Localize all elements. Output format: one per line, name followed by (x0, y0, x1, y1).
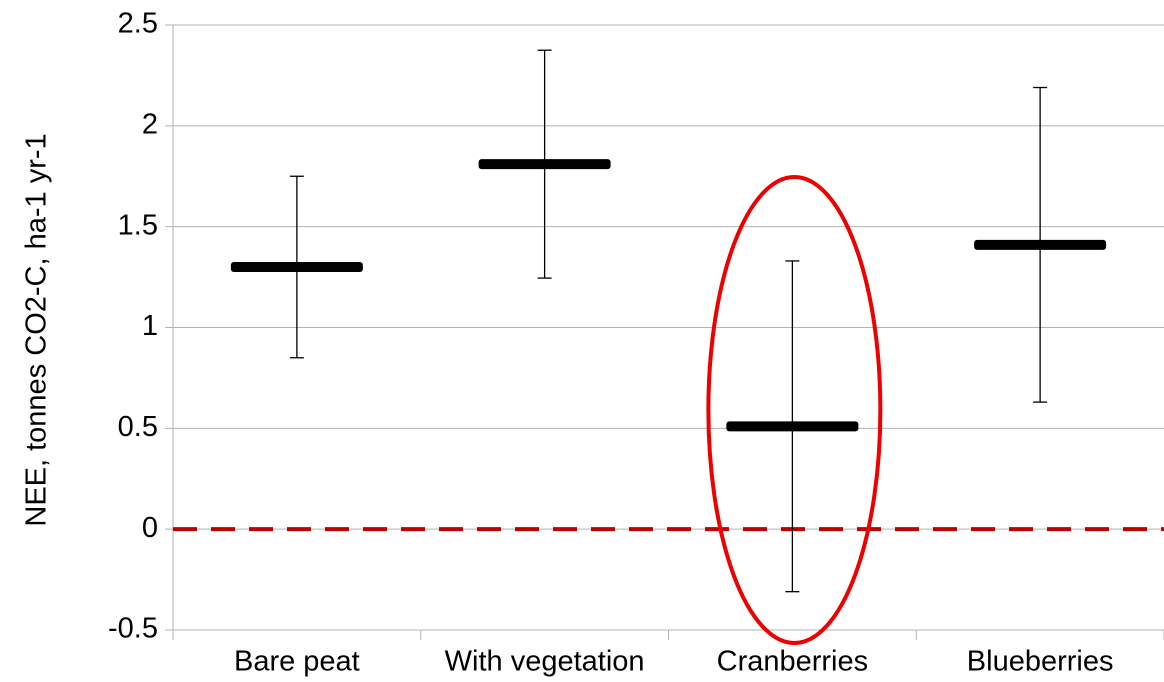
x-tick-label: Blueberries (967, 646, 1114, 678)
mean-marker (726, 421, 859, 432)
y-tick-label: 0 (142, 512, 158, 544)
mean-marker (478, 159, 611, 170)
highlight-ellipse (706, 175, 883, 645)
y-tick-label: 2 (142, 108, 158, 140)
y-tick-label: 0.5 (118, 411, 158, 443)
y-tick-label: 2.5 (118, 8, 158, 40)
y-tick-label: 1 (142, 310, 158, 342)
y-tick-label: -0.5 (108, 613, 158, 645)
mean-marker (974, 239, 1107, 250)
y-axis-label: NEE, tonnes CO2-C, ha-1 yr-1 (21, 133, 53, 526)
x-tick-label: With vegetation (445, 646, 645, 678)
x-tick-label: Bare peat (234, 646, 360, 678)
x-tick-label: Cranberries (717, 646, 869, 678)
mean-marker (230, 262, 363, 272)
y-tick-label: 1.5 (118, 209, 158, 241)
